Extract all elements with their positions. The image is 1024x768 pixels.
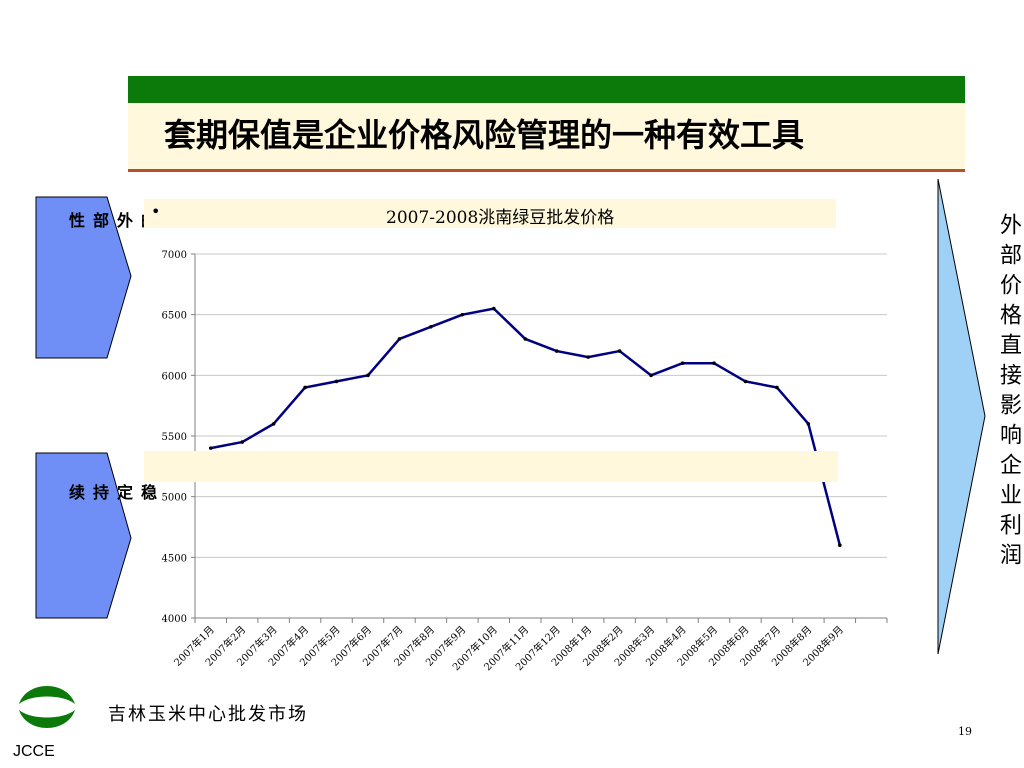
data-point bbox=[303, 385, 307, 390]
data-point bbox=[271, 422, 276, 426]
data-point bbox=[429, 325, 433, 329]
highlight-band bbox=[144, 451, 838, 482]
data-point bbox=[492, 306, 496, 311]
data-point bbox=[460, 312, 465, 317]
y-tick-label: 6500 bbox=[162, 311, 187, 322]
y-tick-label: 4500 bbox=[162, 553, 187, 564]
y-tick-label: 6000 bbox=[162, 371, 187, 382]
data-point bbox=[680, 361, 685, 365]
data-point bbox=[240, 440, 244, 444]
data-point bbox=[806, 422, 811, 426]
right-label-profit-impact: 外部价格直接影响企业利润 bbox=[996, 213, 1021, 573]
title-band bbox=[128, 103, 965, 172]
data-point bbox=[838, 543, 842, 547]
bullet-glyph: • bbox=[151, 202, 161, 221]
data-point bbox=[554, 349, 559, 353]
data-point bbox=[208, 446, 213, 450]
data-point bbox=[617, 349, 622, 353]
data-point bbox=[712, 361, 716, 365]
data-point bbox=[586, 355, 590, 359]
header-accent-bar bbox=[128, 76, 965, 103]
data-point bbox=[366, 373, 370, 378]
data-point bbox=[397, 337, 402, 341]
left-label-stable: 稳定持续 bbox=[66, 484, 157, 502]
chart-title: 2007-2008洮南绿豆批发价格 bbox=[386, 208, 615, 228]
y-tick-label: 5500 bbox=[162, 432, 187, 443]
y-tick-label: 7000 bbox=[162, 250, 187, 261]
chart-title-band bbox=[144, 199, 836, 228]
logo-text: JCCE bbox=[13, 743, 55, 760]
page-number: 19 bbox=[958, 725, 972, 738]
jcce-logo bbox=[15, 674, 79, 742]
series-line bbox=[210, 307, 842, 546]
data-point bbox=[523, 337, 528, 341]
data-point bbox=[649, 373, 653, 378]
footer-market-name: 吉林玉米中心批发市场 bbox=[108, 704, 308, 725]
data-point bbox=[775, 385, 779, 390]
y-tick-label: 5000 bbox=[162, 493, 187, 504]
slide-title: 套期保值是企业价格风险管理的一种有效工具 bbox=[164, 116, 805, 154]
y-tick-label: 4000 bbox=[162, 614, 187, 625]
data-point bbox=[743, 379, 748, 384]
data-point bbox=[334, 379, 339, 384]
price-line-chart: 40004500500055006000650070002007年1月2007年… bbox=[162, 250, 888, 673]
right-arrow bbox=[935, 178, 989, 660]
